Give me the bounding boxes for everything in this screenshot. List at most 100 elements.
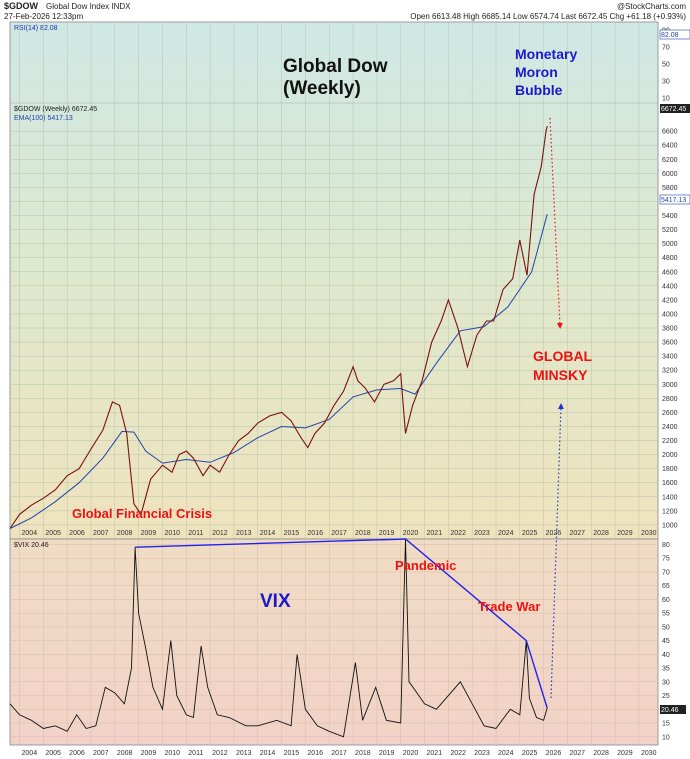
y-tick-label: 45 (662, 638, 670, 645)
x-tick-label: 2025 (522, 750, 538, 757)
svg-text:5417.13: 5417.13 (661, 197, 686, 204)
vix-x-axis: 2004 2005 2006 2007 2008 2009 2010 2011 2012 2013… (22, 750, 657, 757)
y-tick-label: 30 (662, 679, 670, 686)
y-tick-label: 1400 (662, 494, 678, 501)
y-tick-label: 40 (662, 652, 670, 659)
vix-last-tag: 20.46 (660, 705, 686, 714)
x-tick-label: 2021 (427, 530, 443, 537)
ema-price-tag: 5417.13 (659, 194, 690, 205)
vix-trend-line (135, 538, 548, 709)
x-tick-label: 2004 (22, 750, 38, 757)
x-tick-label: 2006 (69, 750, 85, 757)
x-tick-label: 2015 (284, 750, 300, 757)
y-tick-label: 3400 (662, 354, 678, 361)
legend-vix: $VIX 20.46 (14, 542, 49, 549)
x-tick-label: 2030 (641, 750, 657, 757)
y-tick-label: 6000 (662, 171, 678, 178)
index-name: Global Dow Index INDX (46, 2, 131, 11)
y-tick-label: 5400 (662, 213, 678, 220)
crash-arrow (549, 117, 563, 329)
y-tick-label: 70 (662, 569, 670, 576)
x-tick-label: 2011 (188, 530, 203, 537)
x-tick-label: 2018 (355, 750, 371, 757)
timestamp: 27-Feb-2026 12:33pm (4, 12, 84, 21)
x-tick-label: 2008 (117, 530, 133, 537)
x-tick-label: 2026 (546, 750, 562, 757)
trade-war-label: Trade War (478, 599, 540, 614)
y-tick-label: 3000 (662, 382, 678, 389)
legend-price: $GDOW (Weekly) 6672.45 (14, 106, 97, 113)
price-y-axis: 1000 1200 1400 1600 1800 2000 2200 2400 2600 2800… (662, 129, 678, 530)
symbol-label: $GDOW (4, 1, 39, 11)
y-tick-label: 2200 (662, 438, 678, 445)
y-tick-label: 2000 (662, 452, 678, 459)
legend-ema: EMA(100) 5417.13 (14, 115, 73, 122)
y-tick-label: 5800 (662, 185, 678, 192)
title-line-1: Global Dow (283, 56, 388, 77)
y-tick-label: 5200 (662, 227, 678, 234)
x-tick-label: 2009 (141, 530, 157, 537)
y-tick-label: 3200 (662, 368, 678, 375)
x-tick-label: 2020 (403, 530, 419, 537)
x-tick-label: 2008 (117, 750, 133, 757)
x-tick-label: 2011 (188, 750, 203, 757)
rsi-price-tag: 82.08 (659, 29, 690, 40)
y-tick-label: 15 (662, 721, 670, 728)
y-tick-label: 75 (662, 556, 670, 563)
gfc-label: Global Financial Crisis (72, 506, 212, 521)
y-tick-label: 50 (662, 624, 670, 631)
y-tick-label: 2400 (662, 424, 678, 431)
x-tick-label: 2019 (379, 750, 395, 757)
x-tick-label: 2017 (331, 530, 347, 537)
y-tick-label: 6400 (662, 143, 678, 150)
x-tick-label: 2007 (93, 750, 109, 757)
minsky-line-1: GLOBAL (533, 348, 593, 364)
y-tick-label: 4000 (662, 311, 678, 318)
x-tick-label: 2016 (307, 750, 323, 757)
x-tick-label: 2012 (212, 530, 228, 537)
x-tick-label: 2028 (593, 750, 609, 757)
x-tick-label: 2013 (236, 750, 252, 757)
y-tick-label: 6200 (662, 157, 678, 164)
y-tick-label: 6600 (662, 129, 678, 136)
svg-text:6672.45: 6672.45 (661, 106, 686, 113)
y-tick-label: 4400 (662, 283, 678, 290)
y-tick-label: 55 (662, 611, 670, 618)
x-tick-label: 2019 (379, 530, 395, 537)
y-tick-label: 2600 (662, 410, 678, 417)
y-tick-label: 3800 (662, 326, 678, 333)
x-tick-label: 2021 (427, 750, 443, 757)
y-tick-label: 1600 (662, 480, 678, 487)
y-tick-label: 4800 (662, 255, 678, 262)
x-tick-label: 2024 (498, 530, 514, 537)
rsi-tick-label: 10 (662, 96, 670, 103)
rsi-tick-label: 30 (662, 79, 670, 86)
y-tick-label: 60 (662, 597, 670, 604)
x-tick-label: 2005 (45, 750, 61, 757)
x-tick-label: 2024 (498, 750, 514, 757)
x-tick-label: 2007 (93, 530, 109, 537)
x-tick-label: 2027 (569, 530, 585, 537)
vix-spike-arrow (550, 403, 564, 699)
price-series-line (9, 125, 548, 529)
x-tick-label: 2027 (569, 750, 585, 757)
y-tick-label: 1800 (662, 466, 678, 473)
minsky-line-2: MINSKY (533, 367, 588, 383)
vix-y-axis: 101520253035404550556065707580 (662, 542, 670, 741)
x-tick-label: 2022 (450, 530, 466, 537)
x-tick-label: 2015 (284, 530, 300, 537)
x-tick-label: 2014 (260, 530, 276, 537)
price-panel (9, 21, 659, 540)
y-tick-label: 65 (662, 583, 670, 590)
x-tick-label: 2017 (331, 750, 347, 757)
quote-line: Open 6613.48 High 6685.14 Low 6574.74 La… (410, 12, 686, 21)
vix-label: VIX (260, 591, 291, 612)
x-tick-label: 2025 (522, 530, 538, 537)
x-tick-label: 2016 (307, 530, 323, 537)
x-tick-label: 2030 (641, 530, 657, 537)
svg-text:20.46: 20.46 (661, 707, 679, 714)
x-tick-label: 2005 (45, 530, 61, 537)
x-tick-label: 2006 (69, 530, 85, 537)
x-tick-label: 2022 (450, 750, 466, 757)
bubble-line-2: Moron (515, 64, 558, 80)
